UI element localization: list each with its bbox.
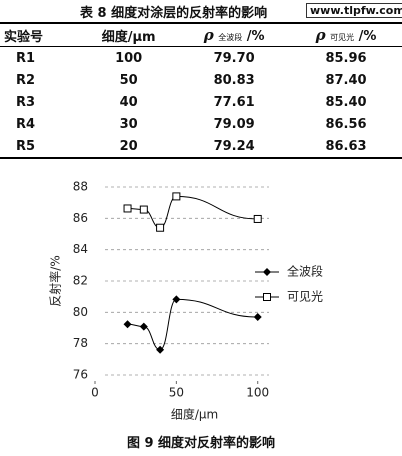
header-cell: ρ 可见光 /% <box>290 23 402 47</box>
table-cell: 40 <box>119 94 138 110</box>
table-row: R2 50 80.83 87.40 <box>0 69 402 91</box>
unit: /% <box>246 29 265 44</box>
header-cell: ρ 全波段 /% <box>178 23 290 47</box>
y-tick-label: 88 <box>73 180 88 194</box>
legend-marker <box>263 293 271 301</box>
table-cell: 87.40 <box>325 72 367 88</box>
table-cell: 79.09 <box>213 116 255 132</box>
table-row: R3 40 77.61 85.40 <box>0 91 402 113</box>
table-cell: 100 <box>115 50 143 66</box>
data-point <box>156 223 165 232</box>
table-cell: 50 <box>119 72 138 88</box>
table-caption: 表 8 细度对涂层的反射率的影响 www.tlpfw.com <box>0 2 402 21</box>
header-cell: 细度/μm <box>101 29 156 45</box>
table-row: R4 30 79.09 86.56 <box>0 113 402 135</box>
data-point <box>172 295 181 304</box>
data-point <box>139 322 148 331</box>
table-row: R1 100 79.70 85.96 <box>0 47 402 70</box>
table-cell: 79.70 <box>213 50 255 66</box>
data-table: 实验号 细度/μm ρ 全波段 /% ρ 可见光 /% R1 100 79.70 85… <box>0 22 402 159</box>
table-cell: 86.63 <box>325 138 367 154</box>
data-point <box>139 205 148 214</box>
unit: /% <box>358 29 377 44</box>
table-cell: 86.56 <box>325 116 367 132</box>
y-tick-label: 76 <box>73 368 88 382</box>
data-point <box>253 214 262 223</box>
table-cell: R5 <box>16 138 36 154</box>
symbol: ρ <box>203 26 214 44</box>
data-point <box>123 320 132 329</box>
legend-label: 全波段 <box>287 264 323 279</box>
table-cell: R1 <box>16 50 36 66</box>
y-tick-label: 82 <box>73 274 88 288</box>
table-cell: 79.24 <box>213 138 255 154</box>
table-body: R1 100 79.70 85.96 R2 50 80.83 87.40 R3 40 77.61 85… <box>0 47 402 158</box>
series-line <box>127 298 258 351</box>
data-point <box>253 313 262 322</box>
table-cell: R2 <box>16 72 36 88</box>
y-tick-label: 86 <box>73 211 88 225</box>
data-point <box>156 345 165 354</box>
table-cell: R4 <box>16 116 36 132</box>
subscript: 可见光 <box>330 33 355 42</box>
legend-marker <box>263 268 271 276</box>
table-title: 表 8 细度对涂层的反射率的影响 <box>80 6 268 21</box>
data-point <box>123 204 132 213</box>
header-row: 实验号 细度/μm ρ 全波段 /% ρ 可见光 /% <box>0 23 402 47</box>
legend-label: 可见光 <box>287 290 323 304</box>
table-cell: 80.83 <box>213 72 255 88</box>
header-cell: 实验号 <box>4 29 44 45</box>
x-tick-label: 0 <box>91 386 99 400</box>
table-cell: 77.61 <box>213 94 255 110</box>
table-cell: 85.96 <box>325 50 367 66</box>
subscript: 全波段 <box>218 33 243 42</box>
table-row: R5 20 79.24 86.63 <box>0 135 402 158</box>
figure-caption: 图 9 细度对反射率的影响 <box>126 436 276 451</box>
table-cell: 30 <box>119 116 138 132</box>
table-cell: 20 <box>119 138 138 154</box>
y-axis-label: 反射率/% <box>48 255 63 306</box>
y-tick-label: 80 <box>73 305 88 319</box>
watermark: www.tlpfw.com <box>306 3 402 18</box>
data-point <box>172 192 181 201</box>
table-cell: 85.40 <box>325 94 367 110</box>
x-axis-label: 细度/μm <box>171 407 218 422</box>
y-tick-label: 84 <box>73 242 88 256</box>
y-tick-label: 78 <box>73 336 88 350</box>
table-cell: R3 <box>16 94 36 110</box>
x-tick-label: 50 <box>169 386 184 400</box>
symbol: ρ <box>315 26 326 44</box>
x-tick-label: 100 <box>246 386 269 400</box>
